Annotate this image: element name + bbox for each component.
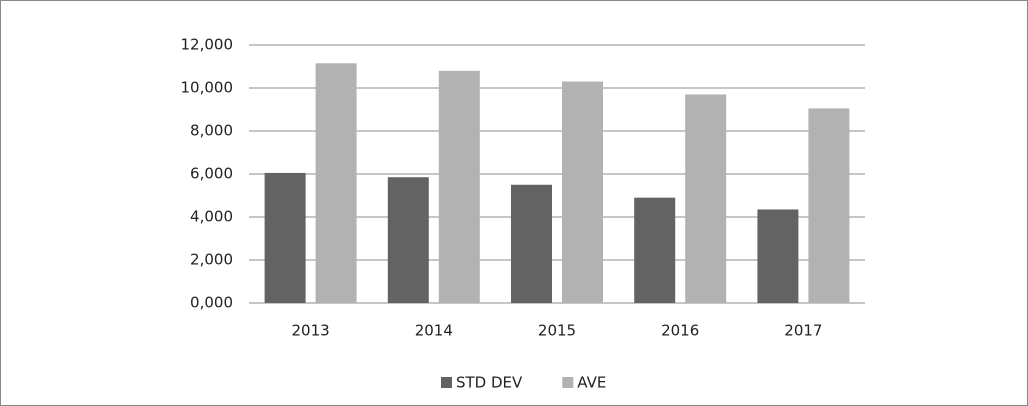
y-tick-label: 12,000 <box>181 36 234 54</box>
bar <box>438 70 480 303</box>
bar <box>757 209 799 303</box>
bar <box>685 94 727 303</box>
legend-label: AVE <box>577 374 606 392</box>
y-tick-label: 4,000 <box>190 208 233 226</box>
bar <box>315 63 357 304</box>
x-tick-label: 2017 <box>784 322 822 340</box>
bar <box>264 172 306 303</box>
legend-swatch <box>562 377 574 388</box>
y-tick-label: 6,000 <box>190 165 233 183</box>
y-tick-label: 8,000 <box>190 122 233 140</box>
bar <box>511 184 552 303</box>
bar <box>634 197 676 303</box>
legend-swatch <box>441 377 452 388</box>
x-tick-label: 2015 <box>538 322 576 340</box>
x-tick-label: 2014 <box>415 322 453 340</box>
bar <box>562 81 603 303</box>
bar <box>808 108 850 303</box>
bar <box>387 177 429 303</box>
y-tick-label: 0,000 <box>190 294 233 312</box>
x-tick-label: 2013 <box>292 322 330 340</box>
x-tick-label: 2016 <box>661 322 699 340</box>
legend-label: STD DEV <box>456 374 523 392</box>
y-tick-label: 10,000 <box>181 79 234 97</box>
y-tick-label: 2,000 <box>190 251 233 269</box>
